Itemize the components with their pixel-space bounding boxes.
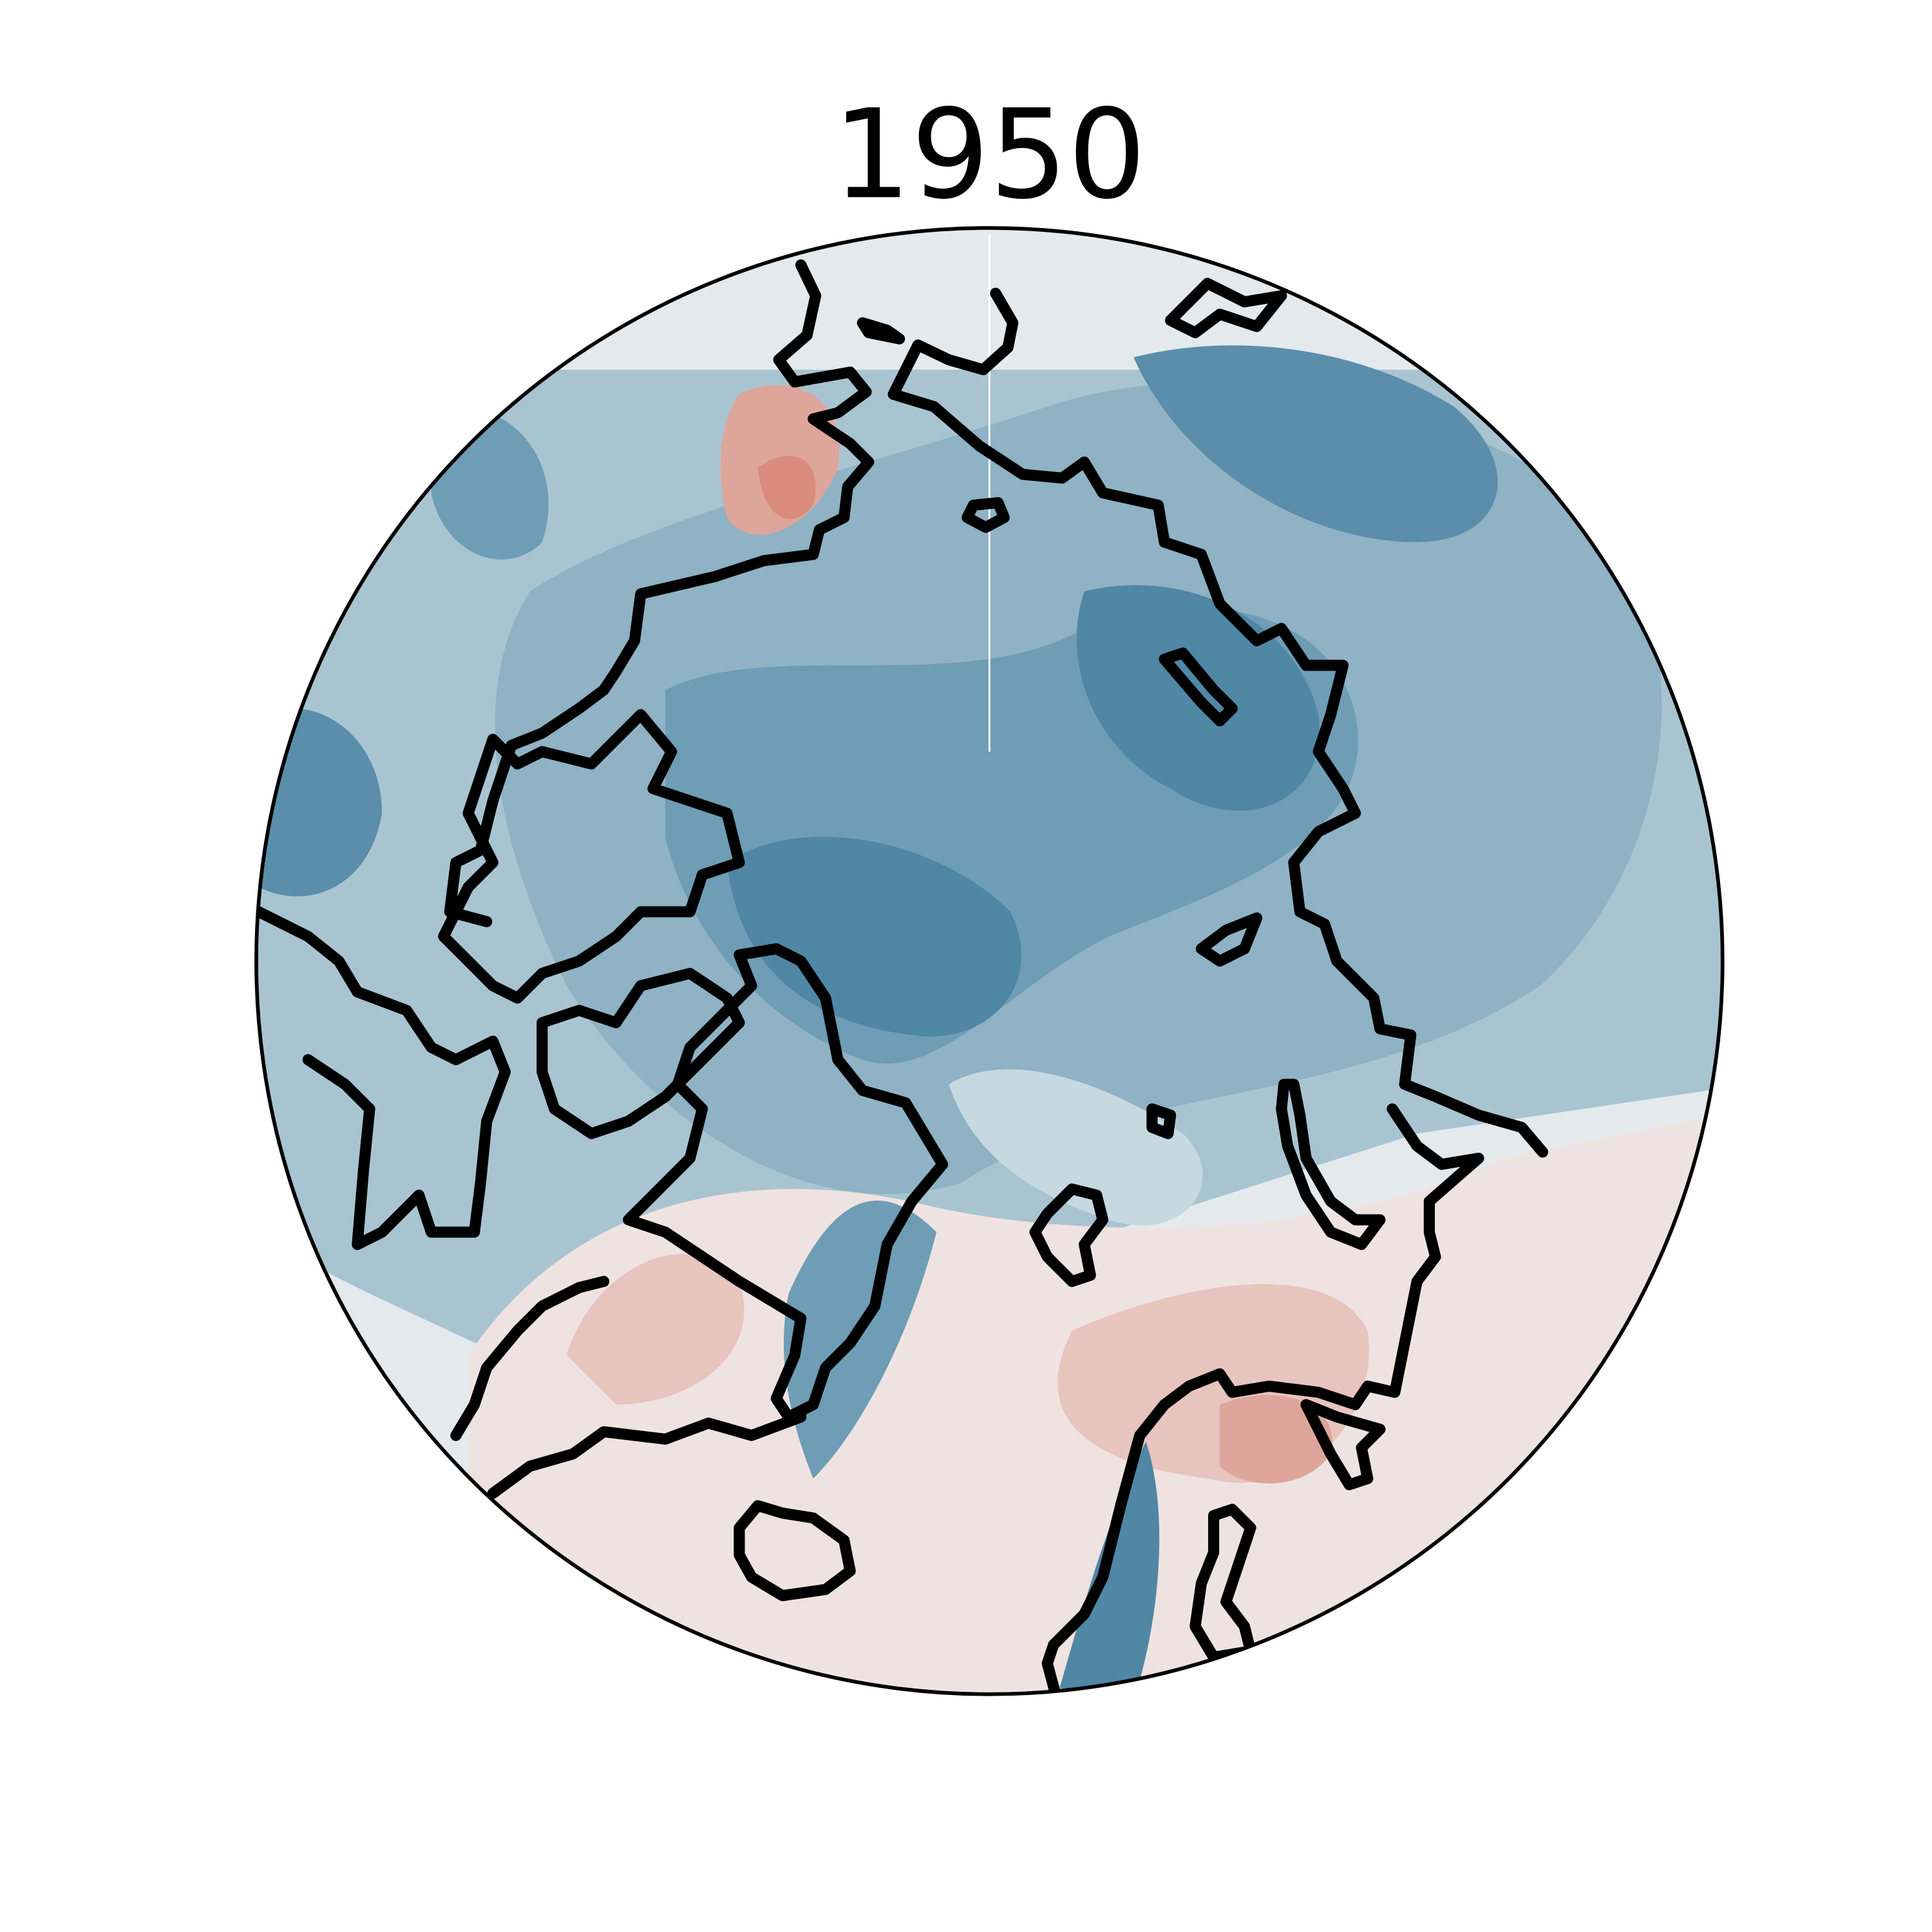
coastline	[857, 317, 905, 345]
coastline	[1195, 912, 1263, 967]
coastline	[1159, 647, 1238, 726]
coastlines	[256, 259, 1549, 1694]
anomaly-field	[256, 227, 1723, 1694]
coastline	[256, 906, 511, 1251]
field-red	[567, 1254, 744, 1405]
field-dark-blue	[1133, 345, 1498, 542]
coastline	[1276, 1079, 1386, 1251]
coastline	[536, 967, 745, 1139]
coastline	[450, 1276, 610, 1441]
map-boundary	[254, 226, 1725, 1696]
coastline	[887, 287, 1549, 1158]
field-red	[1220, 1395, 1332, 1484]
coastline	[734, 1500, 856, 1602]
field-pale-blue	[949, 1069, 1203, 1226]
coastline	[1146, 1103, 1177, 1139]
field-dark-red	[757, 455, 816, 519]
coastline	[444, 259, 875, 927]
coastline	[623, 943, 949, 1423]
field-dark-blue	[726, 837, 1022, 1037]
coastline	[487, 1411, 807, 1499]
field-dark-blue	[258, 708, 383, 896]
coastline	[1041, 1103, 1484, 1694]
field-blue	[783, 1200, 937, 1479]
coastline	[438, 709, 745, 1004]
coastline	[1029, 1183, 1108, 1287]
map-title: 1950	[833, 83, 1146, 227]
coastline	[1164, 278, 1287, 339]
coastline	[1300, 1399, 1386, 1491]
coastline	[1189, 1504, 1256, 1663]
coastline	[961, 497, 1010, 533]
